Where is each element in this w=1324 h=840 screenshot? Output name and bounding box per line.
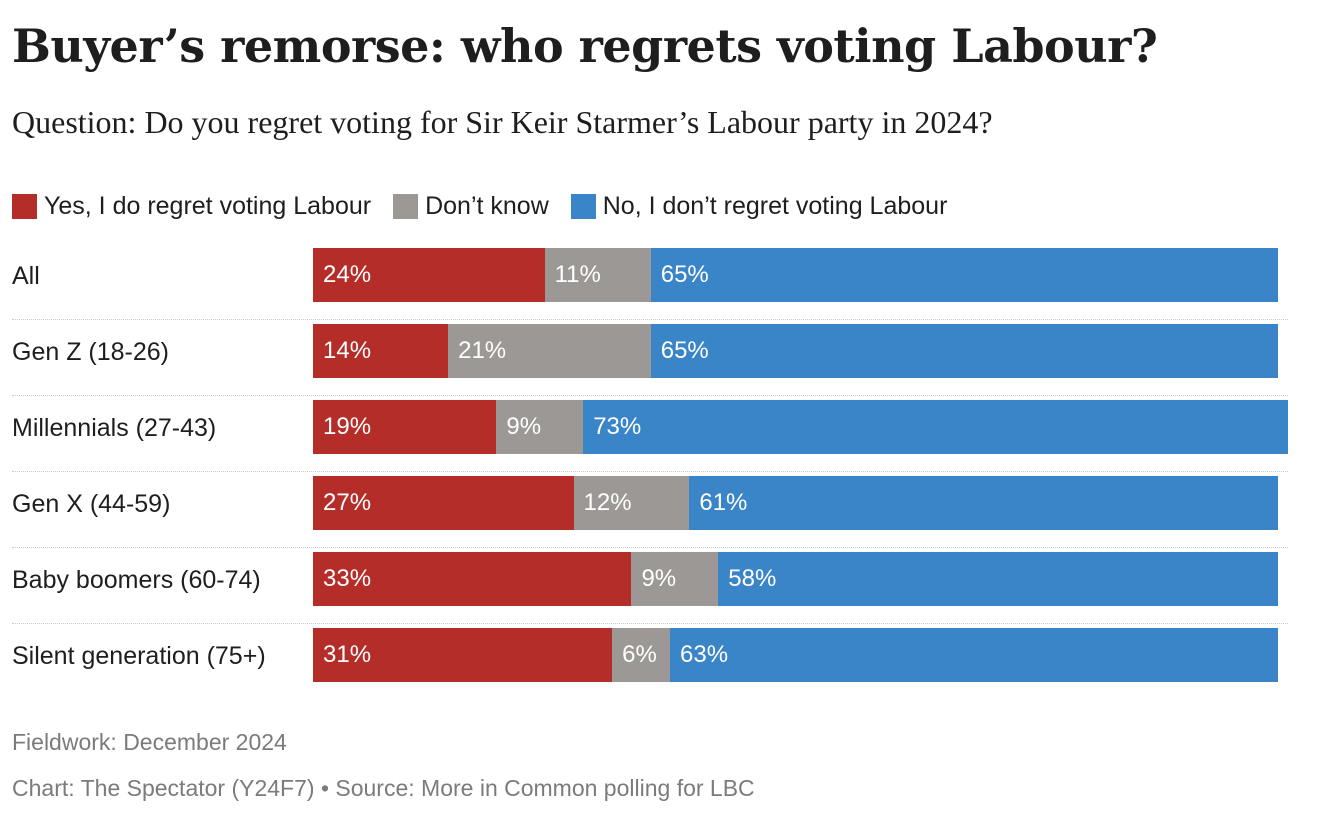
bar-segment-no-regret: 63% (670, 628, 1278, 682)
legend-swatch-no-regret (570, 193, 596, 219)
stacked-bar: 31% 6% 63% (313, 628, 1278, 682)
legend-label-dont-know: Don’t know (425, 191, 549, 220)
chart-row: Silent generation (75+) 31% 6% 63% (12, 624, 1288, 700)
chart-row: Gen X (44-59) 27% 12% 61% (12, 472, 1288, 548)
bar-segment-dont-know: 6% (612, 628, 671, 682)
bar-segment-no-regret: 73% (583, 400, 1288, 454)
legend-item-dont-know: Don’t know (393, 192, 549, 221)
stacked-bar: 27% 12% 61% (313, 476, 1278, 530)
bar-segment-regret: 31% (313, 628, 613, 682)
legend-swatch-dont-know (393, 193, 419, 219)
stacked-bar-chart: All 24% 11% 65% Gen Z (18-26) 14% 21% 65% Millen… (12, 244, 1288, 700)
chart-subtitle: Question: Do you regret voting for Sir K… (12, 104, 993, 140)
category-label: Gen Z (18-26) (12, 338, 170, 366)
chart-row: Gen Z (18-26) 14% 21% 65% (12, 320, 1288, 396)
bar-segment-regret: 14% (313, 324, 449, 378)
bar-segment-regret: 19% (313, 400, 497, 454)
chart-row: Millennials (27-43) 19% 9% 73% (12, 396, 1288, 472)
row-divider (12, 471, 1288, 472)
bar-segment-dont-know: 12% (573, 476, 690, 530)
bar-segment-no-regret: 65% (650, 324, 1278, 378)
bar-segment-dont-know: 11% (544, 248, 651, 302)
legend-label-no-regret: No, I don’t regret voting Labour (602, 191, 948, 220)
category-label: All (12, 262, 40, 290)
source-credit: Chart: The Spectator (Y24F7) • Source: M… (12, 775, 755, 801)
row-divider (12, 319, 1288, 320)
bar-segment-dont-know: 9% (496, 400, 584, 454)
bar-segment-no-regret: 65% (650, 248, 1278, 302)
stacked-bar: 14% 21% 65% (313, 324, 1278, 378)
legend-item-regret: Yes, I do regret voting Labour (12, 192, 371, 221)
legend-swatch-regret (12, 193, 37, 219)
bar-segment-no-regret: 58% (718, 552, 1278, 606)
chart-row: Baby boomers (60-74) 33% 9% 58% (12, 548, 1288, 624)
stacked-bar: 24% 11% 65% (313, 248, 1278, 302)
category-label: Baby boomers (60-74) (12, 566, 261, 594)
bar-segment-regret: 24% (313, 248, 545, 302)
legend-item-no-regret: No, I don’t regret voting Labour (570, 191, 948, 221)
row-divider (12, 395, 1288, 396)
legend-label-regret: Yes, I do regret voting Labour (44, 191, 372, 220)
category-label: Silent generation (75+) (12, 642, 266, 670)
chart-row: All 24% 11% 65% (12, 244, 1288, 320)
bar-segment-dont-know: 21% (448, 324, 651, 378)
category-label: Millennials (27-43) (12, 414, 217, 442)
chart-title: Buyer’s remorse: who regrets voting Labo… (12, 19, 1158, 73)
row-divider (12, 623, 1288, 624)
stacked-bar: 33% 9% 58% (313, 552, 1278, 606)
bar-segment-no-regret: 61% (689, 476, 1278, 530)
stacked-bar: 19% 9% 73% (313, 400, 1288, 454)
fieldwork-note: Fieldwork: December 2024 (12, 729, 287, 755)
bar-segment-regret: 33% (313, 552, 632, 606)
legend: Yes, I do regret voting Labour Don’t kno… (12, 188, 969, 224)
row-divider (12, 547, 1288, 548)
category-label: Gen X (44-59) (12, 490, 171, 518)
bar-segment-regret: 27% (313, 476, 574, 530)
bar-segment-dont-know: 9% (631, 552, 719, 606)
